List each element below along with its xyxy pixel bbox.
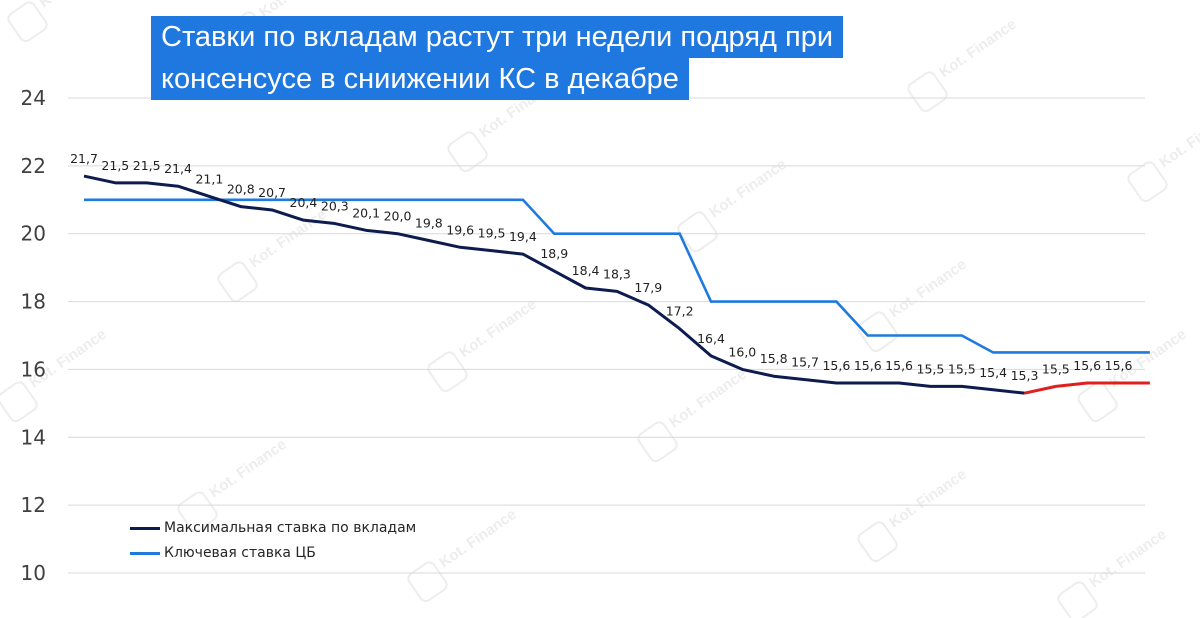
watermark-logo: Kot. Finance [1127,106,1200,203]
watermark-logo: Kot. Finance [217,206,330,303]
y-tick-label: 10 [21,561,46,585]
data-label: 20,8 [227,182,255,197]
data-label: 16,0 [728,344,756,359]
watermark-logo: Kot. Finance [637,366,750,463]
watermark-cat-icon [1127,161,1168,203]
data-label: 15,7 [791,355,819,370]
grid-lines [68,97,1145,574]
data-label: 17,9 [634,280,662,295]
watermark-logo: Kot. Finance [427,296,540,393]
watermark-logo: Kot. Finance [857,466,970,563]
data-label: 15,3 [1011,368,1039,383]
watermark-cat-icon [7,1,48,43]
watermark-logo: Kot. Finance [857,256,970,353]
data-label: 19,5 [478,226,506,241]
data-label: 15,6 [1073,358,1101,373]
watermark-text: Kot. Finance [886,466,969,532]
watermark-cat-icon [1077,381,1118,423]
data-label: 21,5 [101,158,129,173]
y-tick-label: 16 [21,357,46,381]
y-tick-label: 20 [21,222,46,246]
data-label: 15,4 [979,365,1007,380]
data-label: 20,7 [258,185,286,200]
y-tick-label: 14 [21,425,46,449]
watermark-logo: Kot. Finance [1077,326,1190,423]
data-label: 15,6 [885,358,913,373]
data-label: 15,5 [1042,361,1070,376]
watermark-cat-icon [857,311,898,353]
data-label: 17,2 [666,304,694,319]
title-line-1: Ставки по вкладам растут три недели подр… [151,16,844,58]
watermark-cat-icon [1057,581,1098,618]
legend-swatch-key-rate [130,551,160,555]
y-tick-label: 12 [21,493,46,517]
legend-swatch-max-rate [130,526,160,530]
data-label: 15,6 [822,358,850,373]
watermark-cat-icon [177,491,218,533]
watermark-text: Kot. Finance [1086,526,1169,592]
data-label: 15,5 [948,361,976,376]
watermark-logo: Kot. Finance [1057,526,1170,618]
data-label: 18,4 [572,263,600,278]
data-label: 18,3 [603,266,631,281]
watermark-cat-icon [447,131,488,173]
series-line-max-rate [83,174,1025,395]
legend-label-max-rate: Максимальная ставка по вкладам [164,520,417,536]
data-label: 21,1 [195,171,223,186]
watermark-text: Kot. Finance [436,506,519,572]
watermark-cat-icon [677,211,718,253]
y-tick-label: 22 [21,154,46,178]
watermark-cat-icon [217,261,258,303]
data-label: 18,9 [540,246,568,261]
data-label: 21,7 [70,151,98,166]
data-label: 20,1 [352,205,380,220]
watermark-text: Kot. Finance [886,256,969,322]
data-label: 20,3 [321,199,349,214]
legend-label-key-rate: Ключевая ставка ЦБ [164,545,316,561]
data-label: 20,0 [384,209,412,224]
series-line-key-rate [84,198,1150,354]
series-layer [83,174,1150,395]
watermark-logo: Kot. Finance [177,436,290,533]
watermark-text: Kot. Finance [36,0,119,11]
watermark-text: Kot. Finance [1156,106,1200,172]
watermark-cat-icon [907,71,948,113]
data-label: 16,4 [697,331,725,346]
y-tick-label: 18 [21,290,46,314]
watermark-logo: Kot. Finance [907,16,1020,113]
legend-item-max-rate: Максимальная ставка по вкладам [130,520,416,536]
series-line-max-rate-recent [1024,381,1150,395]
watermark-cat-icon [637,421,678,463]
watermark-cat-icon [427,351,468,393]
y-tick-label: 24 [21,86,46,110]
watermark-logo: Kot. Finance [407,506,520,603]
data-label: 15,6 [1105,358,1133,373]
watermark-text: Kot. Finance [666,366,749,432]
watermark-logo: Kot. Finance [0,326,110,423]
watermark-text: Kot. Finance [936,16,1019,82]
watermark-cat-icon [857,521,898,563]
data-labels: 21,7 21,5 21,5 21,421,120,8 20,720,4 20,3 20,1… [70,151,1132,383]
legend-item-key-rate: Ключевая ставка ЦБ [130,545,316,561]
title-line-2: консенсусе в сниижении КС в декабре [151,58,689,100]
watermark-text: Kot. Finance [456,296,539,362]
data-label: 15,5 [917,361,945,376]
data-label: 21,4 [164,161,192,176]
data-label: 15,6 [854,358,882,373]
watermark-text: Kot. Finance [206,436,289,502]
watermark-logo: Kot. Finance [677,156,790,253]
y-axis-ticks: 10 12 14 16 18 20 22 24 [21,86,46,585]
watermark-cat-icon [0,381,38,423]
data-label: 19,8 [415,216,443,231]
data-label: 19,6 [446,222,474,237]
data-label: 15,8 [760,351,788,366]
data-label: 21,5 [133,158,161,173]
data-label: 19,4 [509,229,537,244]
watermark-logo: Kot. Finance [7,0,120,43]
data-label: 20,4 [290,195,318,210]
